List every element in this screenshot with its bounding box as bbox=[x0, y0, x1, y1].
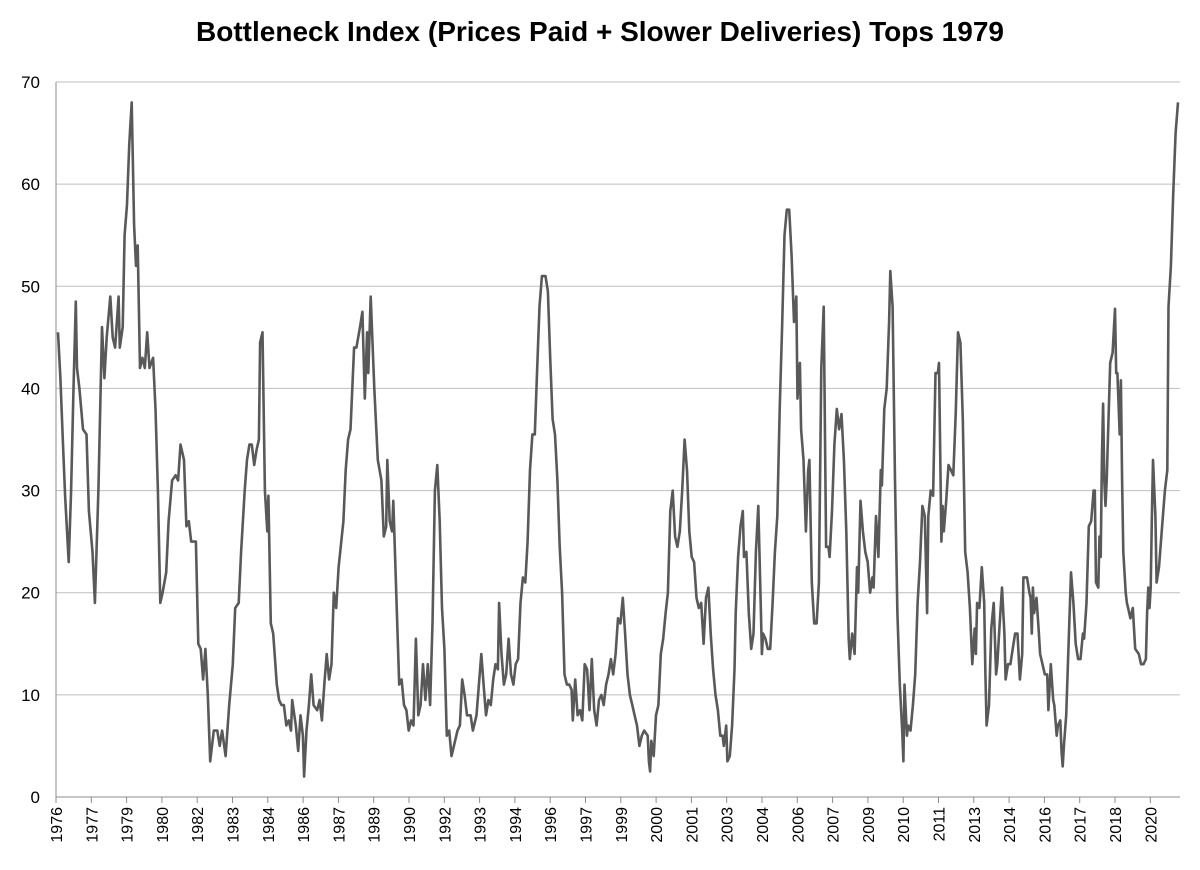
x-tick-label: 1997 bbox=[579, 807, 596, 843]
x-tick-label: 2014 bbox=[1002, 807, 1019, 843]
x-tick-label: 1976 bbox=[49, 807, 66, 843]
x-tick-label: 1994 bbox=[508, 807, 525, 843]
x-tick-label: 2010 bbox=[896, 807, 913, 843]
x-tick-label: 1983 bbox=[226, 807, 243, 843]
y-axis-tick-labels: 0 10 20 30 40 50 60 70 bbox=[21, 73, 40, 807]
y-tick-label: 30 bbox=[21, 482, 40, 501]
x-tick-label: 2001 bbox=[684, 807, 701, 843]
x-tick-label: 1992 bbox=[437, 807, 454, 843]
x-tick-label: 2017 bbox=[1073, 807, 1090, 843]
y-tick-label: 10 bbox=[21, 686, 40, 705]
y-tick-label: 0 bbox=[31, 788, 40, 807]
x-tick-label: 2009 bbox=[861, 807, 878, 843]
x-tick-label: 1987 bbox=[331, 807, 348, 843]
series-line bbox=[56, 101, 1180, 778]
x-tick-label: 2020 bbox=[1143, 807, 1160, 843]
x-tick-label: 1979 bbox=[120, 807, 137, 843]
x-tick-label: 1999 bbox=[614, 807, 631, 843]
x-tick-label: 1993 bbox=[473, 807, 490, 843]
gridlines bbox=[56, 81, 1180, 696]
x-tick-label: 2000 bbox=[649, 807, 666, 843]
x-axis-tick-labels: 1976 1977 1979 1980 1982 1983 1984 1986 1987 1989… bbox=[49, 807, 1160, 843]
x-tick-label: 2007 bbox=[826, 807, 843, 843]
x-tick-label: 1996 bbox=[543, 807, 560, 843]
x-tick-label: 2003 bbox=[720, 807, 737, 843]
y-tick-label: 20 bbox=[21, 584, 40, 603]
x-tick-label: 1986 bbox=[296, 807, 313, 843]
x-tick-label: 2013 bbox=[967, 807, 984, 843]
x-tick-label: 1984 bbox=[261, 807, 278, 843]
x-tick-label: 1989 bbox=[367, 807, 384, 843]
x-tick-label: 1977 bbox=[84, 807, 101, 843]
x-tick-label: 2016 bbox=[1037, 807, 1054, 843]
x-tick-label: 2018 bbox=[1108, 807, 1125, 843]
y-tick-label: 60 bbox=[21, 175, 40, 194]
y-tick-label: 50 bbox=[21, 277, 40, 296]
chart-title: Bottleneck Index (Prices Paid + Slower D… bbox=[196, 16, 1004, 47]
x-tick-label: 1990 bbox=[402, 807, 419, 843]
y-tick-label: 40 bbox=[21, 379, 40, 398]
y-tick-label: 70 bbox=[21, 73, 40, 92]
x-tick-label: 1982 bbox=[190, 807, 207, 843]
x-tick-label: 2004 bbox=[755, 807, 772, 843]
x-tick-label: 1980 bbox=[155, 807, 172, 843]
x-tick-label: 2011 bbox=[932, 807, 949, 842]
x-tick-label: 2006 bbox=[790, 807, 807, 843]
axes bbox=[55, 82, 1180, 803]
